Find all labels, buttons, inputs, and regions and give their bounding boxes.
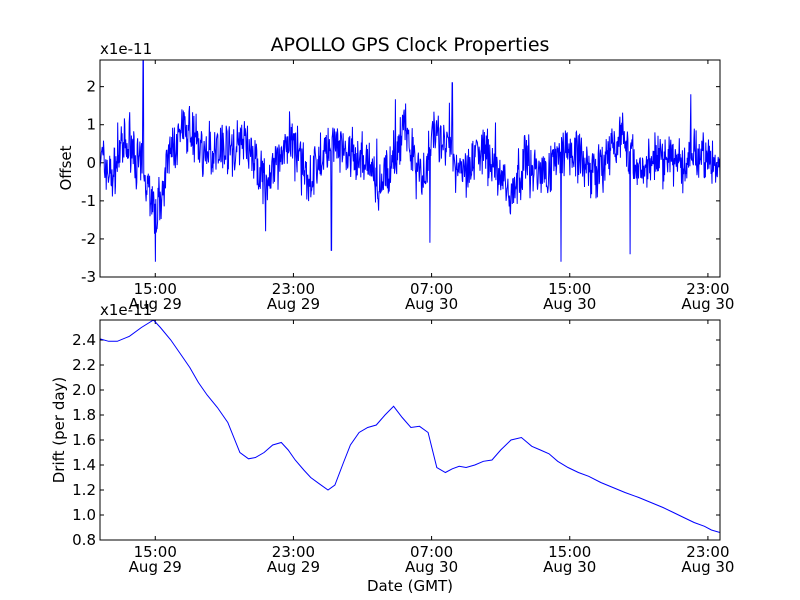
- x-tick-time-label: 15:00: [134, 543, 177, 561]
- offset-series-line: [100, 60, 720, 262]
- y-tick-label: 1.0: [72, 506, 96, 524]
- y-tick-label: 2.0: [72, 381, 96, 399]
- x-tick-date-label: Aug 30: [681, 295, 734, 313]
- drift-y-axis-label: Drift (per day): [50, 377, 68, 484]
- x-tick-date-label: Aug 29: [129, 558, 182, 576]
- y-tick-label: -3: [81, 268, 96, 286]
- y-tick-label: 1: [86, 116, 96, 134]
- offset-y-axis-label: Offset: [57, 145, 75, 190]
- drift-panel: x1e-11 0.8 1.0 1.2 1.4 1.6 1.8 2.0 2.2 2.4 15:00…: [50, 301, 734, 595]
- y-tick-label: 1.2: [72, 481, 96, 499]
- drift-multiplier: x1e-11: [100, 301, 152, 319]
- y-tick-label: 0: [86, 154, 96, 172]
- x-tick-time-label: 07:00: [410, 543, 453, 561]
- x-tick-date-label: Aug 30: [543, 295, 596, 313]
- offset-y-ticks: -3 -2 -1 0 1 2: [81, 78, 720, 286]
- drift-axes-frame: [99, 319, 721, 541]
- drift-x-axis-label: Date (GMT): [367, 577, 453, 595]
- offset-axes-frame: [99, 59, 721, 278]
- x-tick-date-label: Aug 29: [129, 295, 182, 313]
- x-tick-time-label: 23:00: [686, 543, 729, 561]
- y-tick-label: -2: [81, 230, 96, 248]
- y-tick-label: 2.2: [72, 356, 96, 374]
- x-tick-date-label: Aug 30: [543, 558, 596, 576]
- y-tick-label: 2.4: [72, 331, 96, 349]
- y-tick-label: 1.6: [72, 431, 96, 449]
- x-tick-time-label: 15:00: [548, 543, 591, 561]
- y-tick-label: 1.8: [72, 406, 96, 424]
- x-tick-time-label: 15:00: [134, 280, 177, 298]
- y-tick-label: 1.4: [72, 456, 96, 474]
- x-tick-date-label: Aug 29: [267, 558, 320, 576]
- y-tick-label: -1: [81, 192, 96, 210]
- x-tick-date-label: Aug 29: [267, 295, 320, 313]
- x-tick-time-label: 23:00: [686, 280, 729, 298]
- x-tick-date-label: Aug 30: [405, 558, 458, 576]
- chart-title: APOLLO GPS Clock Properties: [271, 34, 550, 56]
- x-tick-time-label: 07:00: [410, 280, 453, 298]
- y-tick-label: 2: [86, 78, 96, 96]
- x-tick-time-label: 23:00: [272, 280, 315, 298]
- x-tick-time-label: 15:00: [548, 280, 591, 298]
- offset-multiplier: x1e-11: [100, 40, 152, 58]
- x-tick-time-label: 23:00: [272, 543, 315, 561]
- drift-series-line: [100, 320, 720, 533]
- x-tick-date-label: Aug 30: [681, 558, 734, 576]
- x-tick-date-label: Aug 30: [405, 295, 458, 313]
- y-tick-label: 0.8: [72, 531, 96, 549]
- drift-y-ticks: 0.8 1.0 1.2 1.4 1.6 1.8 2.0 2.2 2.4: [72, 331, 720, 549]
